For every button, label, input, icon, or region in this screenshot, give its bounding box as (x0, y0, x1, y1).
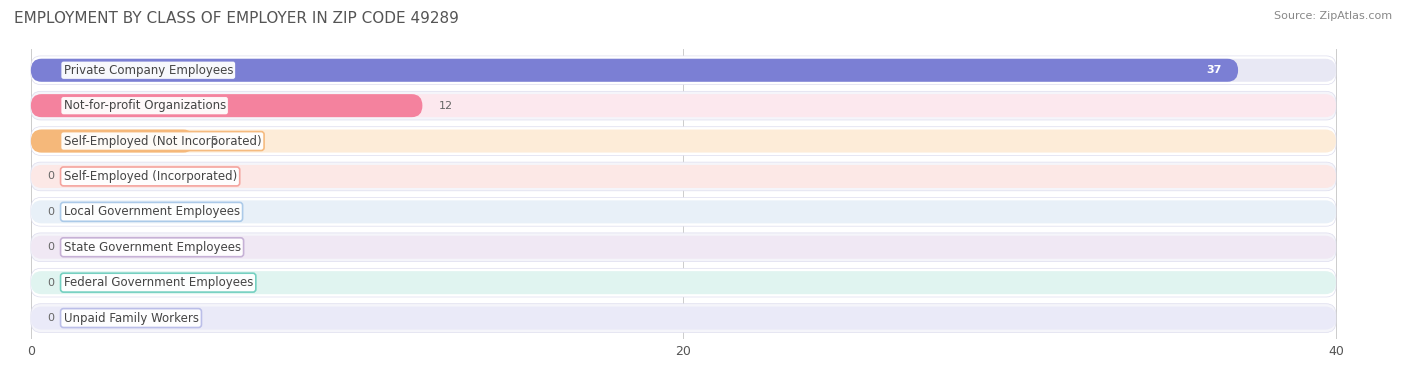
FancyBboxPatch shape (31, 91, 1336, 120)
Text: Self-Employed (Incorporated): Self-Employed (Incorporated) (63, 170, 236, 183)
FancyBboxPatch shape (31, 271, 1336, 294)
FancyBboxPatch shape (31, 127, 1336, 155)
FancyBboxPatch shape (31, 200, 1336, 223)
Text: 0: 0 (48, 207, 55, 217)
Text: 12: 12 (439, 101, 453, 111)
Text: Self-Employed (Not Incorporated): Self-Employed (Not Incorporated) (63, 135, 262, 147)
FancyBboxPatch shape (31, 130, 194, 153)
Text: 0: 0 (48, 277, 55, 288)
Text: Local Government Employees: Local Government Employees (63, 205, 239, 218)
FancyBboxPatch shape (31, 94, 1336, 117)
FancyBboxPatch shape (31, 268, 1336, 297)
Text: 0: 0 (48, 242, 55, 252)
Text: Not-for-profit Organizations: Not-for-profit Organizations (63, 99, 226, 112)
FancyBboxPatch shape (31, 59, 1239, 82)
Text: State Government Employees: State Government Employees (63, 241, 240, 254)
FancyBboxPatch shape (31, 304, 1336, 333)
Text: 37: 37 (1206, 65, 1222, 75)
Text: Private Company Employees: Private Company Employees (63, 64, 233, 77)
Text: 0: 0 (48, 313, 55, 323)
FancyBboxPatch shape (31, 94, 422, 117)
FancyBboxPatch shape (31, 130, 1336, 153)
FancyBboxPatch shape (31, 59, 1336, 82)
FancyBboxPatch shape (31, 307, 1336, 329)
Text: 0: 0 (48, 172, 55, 181)
FancyBboxPatch shape (31, 165, 1336, 188)
Text: EMPLOYMENT BY CLASS OF EMPLOYER IN ZIP CODE 49289: EMPLOYMENT BY CLASS OF EMPLOYER IN ZIP C… (14, 11, 458, 26)
Text: Unpaid Family Workers: Unpaid Family Workers (63, 311, 198, 325)
Text: Source: ZipAtlas.com: Source: ZipAtlas.com (1274, 11, 1392, 21)
FancyBboxPatch shape (31, 162, 1336, 191)
FancyBboxPatch shape (31, 198, 1336, 226)
Text: 5: 5 (211, 136, 218, 146)
Text: Federal Government Employees: Federal Government Employees (63, 276, 253, 289)
FancyBboxPatch shape (31, 236, 1336, 259)
FancyBboxPatch shape (31, 56, 1336, 84)
FancyBboxPatch shape (31, 233, 1336, 262)
